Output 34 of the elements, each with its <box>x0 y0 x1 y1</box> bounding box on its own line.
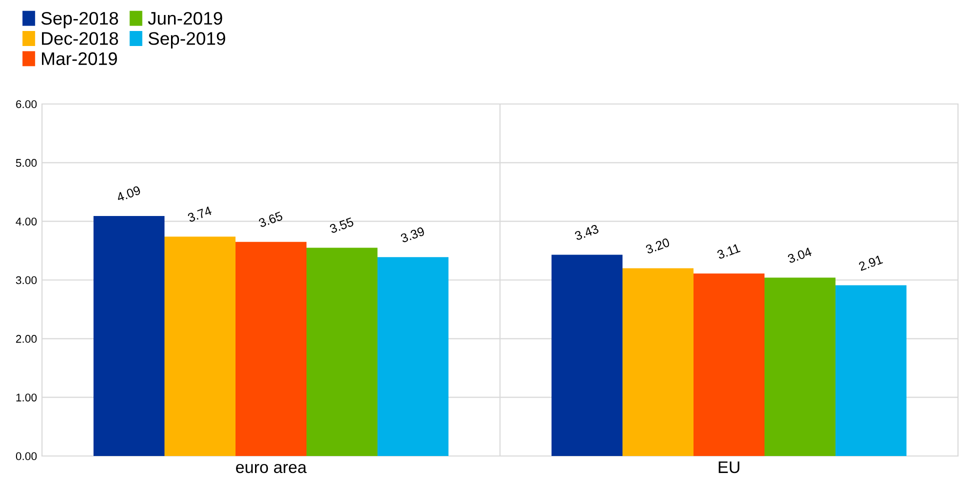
bar <box>377 257 448 456</box>
bar <box>306 248 378 456</box>
bar <box>764 278 836 456</box>
y-tick-label: 1.00 <box>16 394 37 402</box>
y-tick-label: 4.00 <box>16 218 37 226</box>
y-tick-label: 0.00 <box>16 452 37 460</box>
legend-label: Sep-2018 <box>41 12 118 28</box>
bar <box>94 216 165 456</box>
bar <box>694 274 764 456</box>
bar <box>164 236 236 456</box>
data-label: 3.39 <box>400 226 426 243</box>
data-label: 3.04 <box>787 247 812 264</box>
data-label: 3.74 <box>187 206 212 222</box>
data-label: 3.43 <box>574 224 600 241</box>
legend-label: Mar-2019 <box>42 52 117 66</box>
data-label: 3.20 <box>645 238 670 254</box>
data-label: 3.11 <box>716 243 741 260</box>
data-label: 2.91 <box>858 254 883 272</box>
legend-label: Sep-2019 <box>148 32 226 48</box>
y-tick-label: 2.00 <box>16 334 37 343</box>
legend-label: Jun-2019 <box>148 12 222 25</box>
x-tick-label: EU <box>718 461 740 474</box>
data-label: 4.09 <box>116 186 142 202</box>
legend-label: Dec-2018 <box>42 32 118 45</box>
x-tick-label: euro area <box>236 464 307 474</box>
bar <box>236 242 306 456</box>
y-tick-label: 6.00 <box>16 100 37 108</box>
y-tick-label: 5.00 <box>16 158 37 167</box>
bar <box>835 285 906 456</box>
data-label: 3.65 <box>258 211 284 228</box>
bar <box>552 254 623 456</box>
bar <box>622 268 694 456</box>
y-tick-label: 3.00 <box>16 276 37 284</box>
data-label: 3.55 <box>329 217 354 234</box>
